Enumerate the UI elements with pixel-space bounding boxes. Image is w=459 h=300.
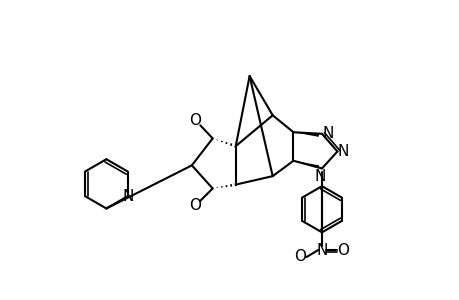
Polygon shape xyxy=(293,132,319,137)
Text: N: N xyxy=(316,243,327,258)
Text: N: N xyxy=(123,189,134,204)
Text: O: O xyxy=(189,198,201,213)
Polygon shape xyxy=(293,161,319,168)
Text: O: O xyxy=(337,243,349,258)
Text: O: O xyxy=(189,113,201,128)
Text: N: N xyxy=(337,144,348,159)
Text: O: O xyxy=(294,250,306,265)
Text: N: N xyxy=(322,126,333,141)
Text: N: N xyxy=(314,169,325,184)
